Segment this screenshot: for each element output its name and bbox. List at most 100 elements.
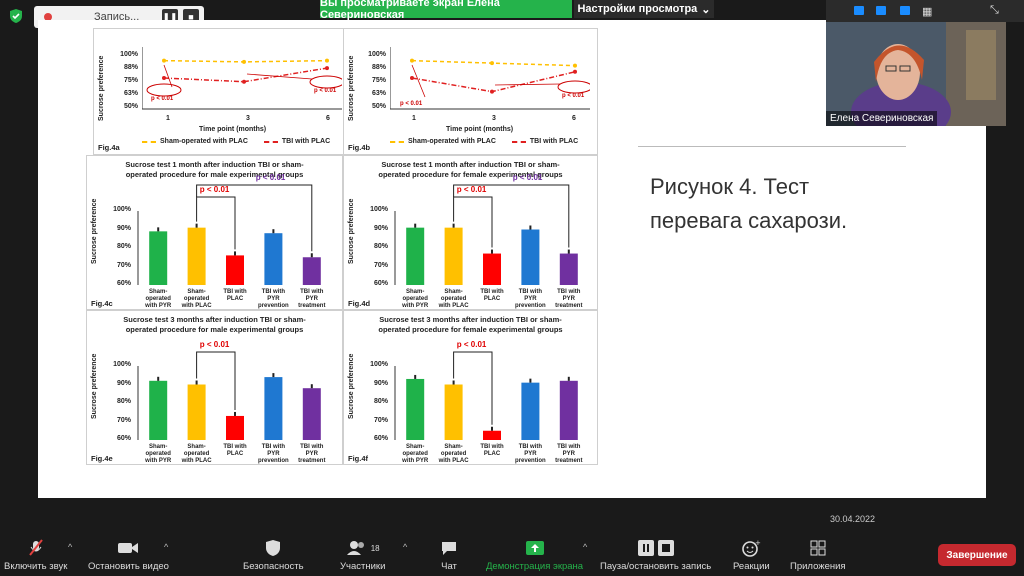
participant-name: Елена Севериновская [826,111,938,126]
unmute-label: Включить звук [4,561,68,572]
p-value-annotation: p < 0.01 [456,185,487,194]
share-screen-button[interactable]: Демонстрация экрана [486,538,583,572]
category-label-line: with PYR [145,458,172,464]
legend-sham-label: Sham-operated with PLAC [408,138,496,145]
legend-tbi-label: TBI with PLAC [281,138,331,145]
pause-stop-icon [636,538,676,558]
y-tick: 90% [116,379,131,387]
view-mode-icon[interactable] [876,6,886,15]
data-point [162,58,166,63]
participants-button[interactable]: 18 Участники [340,538,385,572]
chart-title: Sucrose test 3 months after induction TB… [87,315,342,335]
bar [559,380,578,440]
bar [226,255,244,285]
y-axis-label: Sucrose preference [91,353,98,419]
significance-bracket [453,196,493,248]
grid-icon[interactable]: ▦ [922,6,933,18]
x-axis-label: Time point (months) [199,126,267,133]
smiley-add-icon: + [741,538,761,558]
view-options-label: Настройки просмотра [577,3,698,15]
category-label-line: PLAC [483,451,501,457]
participants-label: Участники [340,561,386,572]
x-tick: 3 [246,115,250,122]
category-label-line: operated [145,296,171,302]
category-label: Sham-operated with PLAC [176,444,218,465]
category-label-line: TBI with [518,289,543,295]
unmute-button[interactable]: Включить звук [4,538,67,572]
category-label-line: TBI with [223,289,247,295]
category-label-line: PYR [305,296,318,302]
video-panel-toolbar: ▦ ⤡ [826,0,1024,22]
category-label: TBI with PYR treatment [291,444,333,465]
legend-sham-swatch [390,140,404,143]
tbi-line-group [162,66,329,84]
data-point [410,58,414,63]
y-tick: 63% [123,90,138,97]
sham-line-group [162,58,329,64]
data-point [490,89,494,94]
view-options-button[interactable]: Настройки просмотра ⌄ [574,0,714,18]
figure-label: Fig.4c [91,299,113,308]
p-value-annotation: p < 0.01 [199,340,230,349]
legend-sham-swatch [142,140,156,143]
bar [406,378,425,440]
reactions-button[interactable]: + Реакции [733,538,770,572]
stop-video-button[interactable]: Остановить видео [88,538,169,572]
video-camera-icon [117,538,139,558]
y-tick: 75% [371,77,386,84]
category-label: TBI with PLAC [471,444,513,458]
data-point [490,61,494,66]
category-label-line: TBI with [223,444,247,450]
view-mode-icon[interactable] [854,6,864,15]
view-mode-icon[interactable] [900,6,910,15]
y-tick: 88% [123,64,138,71]
participants-icon: 18 [346,538,380,558]
reactions-label: Реакции [733,561,770,572]
y-tick: 80% [116,398,131,405]
category-label-line: prevention [258,458,289,464]
category-label: TBI with PLAC [214,444,256,458]
figure-panel-4a: Sucrose preference 100% 88% 75% 63% 50% … [93,28,353,155]
exit-fullscreen-icon[interactable]: ⤡ [990,4,999,16]
chat-button[interactable]: Чат [440,538,458,572]
audio-options-chevron-icon[interactable]: ^ [68,542,73,552]
apps-button[interactable]: Приложения [790,538,846,572]
share-options-chevron-icon[interactable]: ^ [583,542,588,552]
slide-title-line1: Рисунок 4. Тест [650,174,810,199]
category-label-line: PYR [267,451,280,457]
y-tick: 100% [120,51,138,58]
shield-icon[interactable] [8,8,24,24]
data-point [410,76,414,80]
category-label-line: operated [402,451,428,457]
y-tick: 100% [370,361,388,368]
legend-sham-label: Sham-operated with PLAC [160,138,248,145]
end-meeting-button[interactable]: Завершение [938,544,1016,566]
series-line [163,67,328,83]
video-options-chevron-icon[interactable]: ^ [164,542,169,552]
y-tick: 75% [123,77,138,84]
figure-label: Fig.4a [98,143,120,152]
y-axis-label: Sucrose preference [348,55,355,121]
x-axis-label: Time point (months) [446,126,514,133]
p-value-annotation: p < 0.01 [199,185,230,194]
category-label-line: Sham- [187,289,206,295]
category-label-line: TBI with [261,289,286,295]
y-tick: 88% [371,64,386,71]
figure-panel-4f: Sucrose test 3 months after induction TB… [343,310,598,465]
y-axis-label: Sucrose preference [98,55,105,121]
pause-stop-recording-button[interactable]: Пауза/остановить запись [600,538,711,572]
participants-options-chevron-icon[interactable]: ^ [403,542,408,552]
category-label-line: TBI with [557,444,581,450]
chart-title-line1: Sucrose test 3 months after induction TB… [123,315,306,324]
category-label: Sham-operated with PYR [394,289,436,310]
chart-title-line1: Sucrose test 1 month after induction TBI… [381,160,560,169]
y-axis-label: Sucrose preference [348,353,355,419]
security-button[interactable]: Безопасность [243,538,304,572]
category-label-line: with PYR [402,458,429,464]
category-label-line: PYR [524,451,537,457]
category-label-line: TBI with [518,444,543,450]
bar [483,253,501,285]
category-label-line: treatment [555,458,583,464]
y-tick: 100% [370,206,388,213]
participant-video[interactable]: Елена Севериновская [826,22,1006,126]
